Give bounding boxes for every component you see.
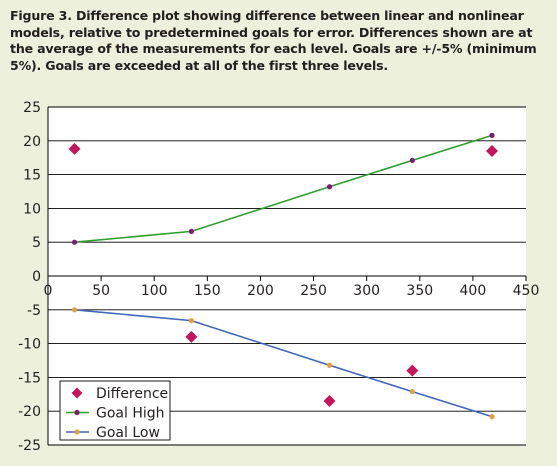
- x-tick-label: 100: [141, 283, 168, 299]
- goal-low-point: [409, 388, 415, 395]
- goal-high-point: [409, 157, 415, 164]
- x-tick-label: 200: [247, 283, 274, 299]
- difference-point: [185, 330, 198, 343]
- y-tick-label: 0: [32, 269, 41, 285]
- difference-point: [68, 142, 81, 155]
- goal-high-point: [326, 184, 333, 190]
- legend-label-goal-low: Goal Low: [96, 425, 160, 441]
- y-tick-label: -15: [18, 370, 41, 386]
- difference-point: [323, 395, 336, 408]
- goal-high-point: [188, 228, 194, 234]
- goal-low-point: [489, 414, 495, 420]
- goal-low-point: [188, 318, 194, 324]
- y-tick-label: 15: [23, 168, 41, 184]
- legend-label-difference: Difference: [96, 386, 168, 402]
- x-tick-label: 350: [406, 283, 433, 299]
- legend-swatch-difference: [71, 387, 83, 399]
- difference-series: [68, 142, 499, 408]
- x-tick-label: 0: [44, 283, 53, 299]
- figure-caption: Figure 3. Difference plot showing differ…: [10, 8, 537, 73]
- series-layer: [68, 132, 499, 420]
- y-tick-label: -25: [18, 438, 41, 454]
- goal-high-point: [489, 132, 495, 138]
- goal-high-series: [71, 132, 495, 245]
- y-tick-label: -20: [18, 404, 41, 420]
- x-tick-labels: 0 50 100 150 200 250 300 350 400 450: [44, 283, 540, 299]
- legend-swatch-goal-high-marker: [74, 409, 80, 416]
- y-tick-label: 20: [23, 134, 41, 150]
- x-tick-label: 450: [513, 283, 540, 299]
- x-tick-label: 400: [460, 283, 487, 299]
- legend-swatch-goal-low-marker: [74, 429, 80, 435]
- grid-lines: [48, 106, 526, 446]
- goal-low-point: [71, 307, 78, 313]
- legend-label-goal-high: Goal High: [96, 406, 165, 422]
- y-tick-label: -10: [18, 337, 41, 353]
- x-tick-label: 300: [353, 283, 380, 299]
- goal-low-series: [71, 307, 495, 420]
- x-tick-label: 50: [92, 283, 110, 299]
- difference-point: [486, 144, 499, 157]
- y-tick-label: -5: [27, 303, 41, 319]
- goal-low-point: [326, 362, 333, 368]
- y-tick-label: 25: [23, 100, 41, 116]
- difference-point: [406, 364, 419, 377]
- x-tick-label: 150: [194, 283, 221, 299]
- y-tick-label: 5: [32, 235, 41, 251]
- y-tick-labels: 25 20 15 10 5 0 -5 -10 -15 -20 -25: [18, 100, 41, 454]
- legend: Difference Goal High Goal Low: [59, 380, 171, 441]
- x-tick-label: 250: [300, 283, 327, 299]
- goal-high-point: [71, 239, 78, 245]
- y-tick-label: 10: [23, 201, 41, 217]
- axes: [47, 107, 527, 445]
